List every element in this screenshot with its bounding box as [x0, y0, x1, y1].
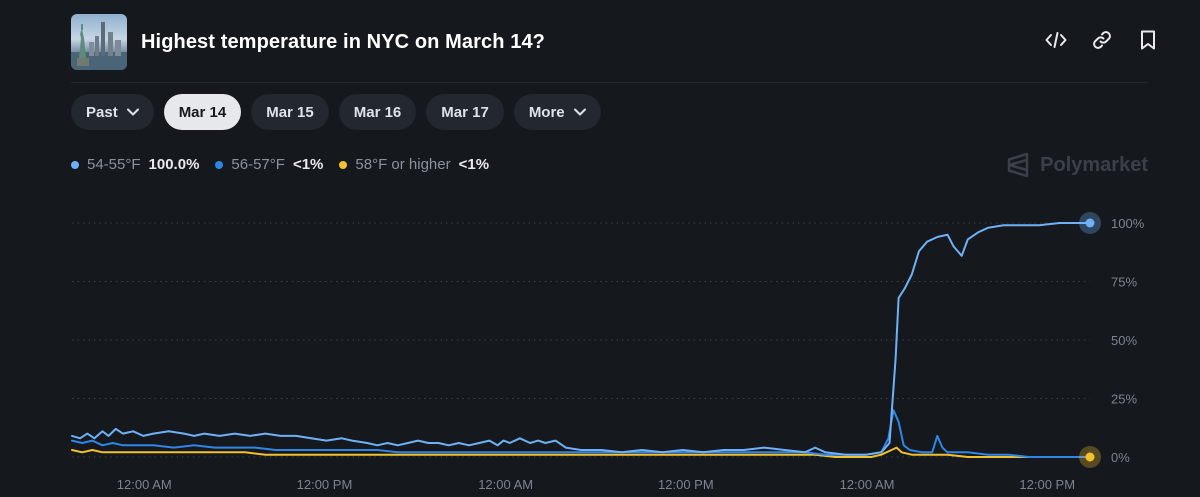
market-thumbnail — [71, 14, 127, 70]
legend-item: 56-57°F <1% — [215, 156, 323, 173]
legend-value: 100.0% — [148, 156, 200, 173]
link-icon[interactable] — [1090, 28, 1114, 52]
polymarket-logo-icon — [1007, 152, 1029, 178]
market-header: Highest temperature in NYC on March 14? — [71, 14, 1160, 70]
tab-more[interactable]: More — [513, 94, 601, 130]
x-tick-label: 12:00 PM — [658, 477, 714, 492]
tab-past[interactable]: Past — [71, 94, 154, 130]
tab-label: More — [528, 103, 565, 121]
tab-label: Mar 17 — [441, 103, 489, 121]
chevron-down-icon — [573, 108, 586, 116]
x-tick-label: 12:00 PM — [1019, 477, 1075, 492]
x-tick-label: 12:00 AM — [840, 477, 895, 492]
tab-label: Mar 16 — [353, 103, 402, 121]
legend-name: 54-55°F — [87, 156, 141, 173]
y-tick-label: 25% — [1111, 392, 1137, 407]
legend-dot — [215, 160, 224, 169]
tab-label: Mar 14 — [178, 103, 227, 121]
series-end-point — [1085, 452, 1095, 462]
series-line — [71, 222, 1091, 456]
legend-value: <1% — [292, 156, 324, 173]
page-title: Highest temperature in NYC on March 14? — [141, 30, 545, 53]
x-tick-label: 12:00 AM — [117, 477, 172, 492]
header-divider — [71, 82, 1148, 83]
legend-name: 56-57°F — [231, 156, 285, 173]
x-tick-label: 12:00 AM — [478, 477, 533, 492]
legend-dot — [339, 160, 348, 169]
tab-mar-14[interactable]: Mar 14 — [163, 94, 242, 130]
x-tick-label: 12:00 PM — [297, 477, 353, 492]
chart-legend: 54-55°F 100.0% 56-57°F <1% 58°F or highe… — [71, 156, 489, 173]
y-tick-label: 50% — [1111, 333, 1137, 348]
y-tick-label: 100% — [1111, 216, 1145, 231]
brand-watermark: Polymarket — [1006, 152, 1148, 178]
tab-label: Past — [86, 103, 118, 121]
legend-item: 54-55°F 100.0% — [71, 156, 199, 173]
tab-mar-15[interactable]: Mar 15 — [251, 94, 329, 130]
legend-item: 58°F or higher <1% — [339, 156, 489, 173]
y-tick-label: 75% — [1111, 275, 1137, 290]
tab-mar-16[interactable]: Mar 16 — [338, 94, 417, 130]
legend-name: 58°F or higher — [355, 156, 451, 173]
y-tick-label: 0% — [1111, 450, 1130, 465]
tab-label: Mar 15 — [266, 103, 314, 121]
chevron-down-icon — [126, 108, 139, 116]
header-actions — [1044, 28, 1160, 52]
bookmark-icon[interactable] — [1136, 28, 1160, 52]
brand-name: Polymarket — [1040, 153, 1148, 176]
series-end-point — [1085, 218, 1095, 228]
legend-dot — [71, 160, 79, 169]
date-tabs: Past Mar 14 Mar 15 Mar 16 Mar 17 More — [71, 94, 601, 130]
legend-value: <1% — [458, 156, 490, 173]
embed-icon[interactable] — [1044, 28, 1068, 52]
series-line — [71, 446, 1091, 458]
tab-mar-17[interactable]: Mar 17 — [426, 94, 504, 130]
